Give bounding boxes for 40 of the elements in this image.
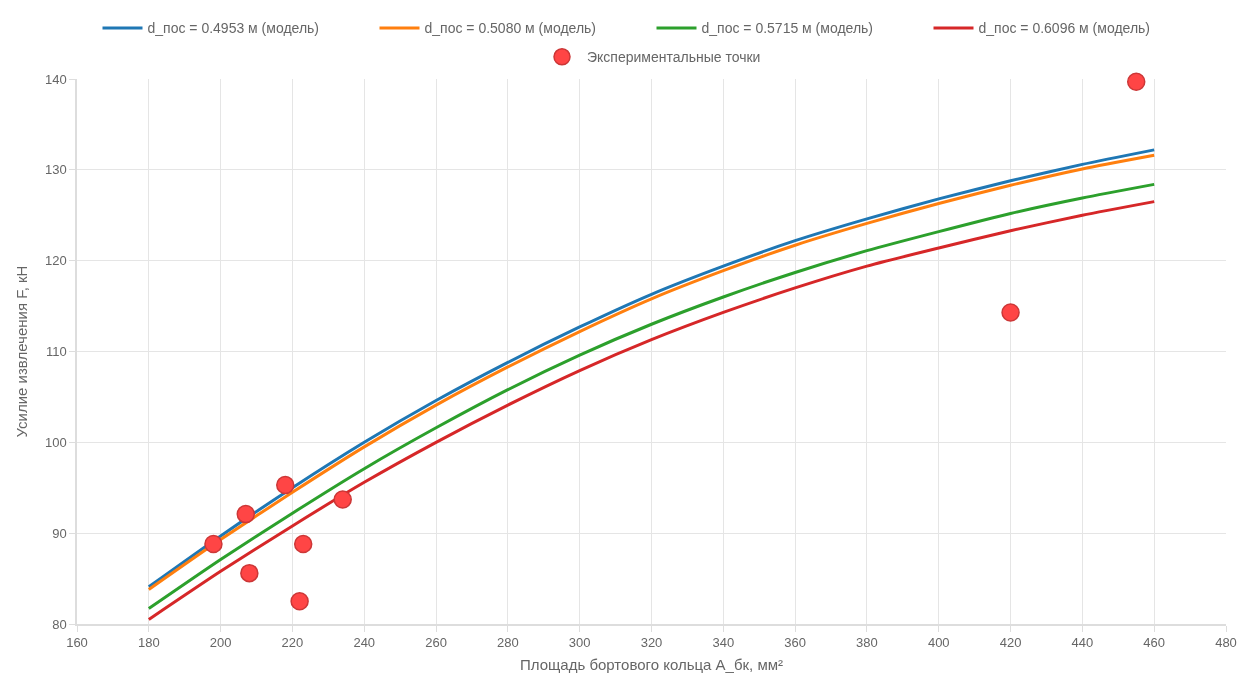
x-axis-title: Площадь бортового кольца A_бк, мм² bbox=[519, 655, 784, 673]
y-tick-label: 90 bbox=[52, 525, 67, 541]
x-tick-label: 160 bbox=[66, 635, 88, 651]
x-tick-label: 220 bbox=[281, 635, 304, 651]
x-tick-label: 360 bbox=[784, 635, 806, 651]
x-tick-label: 280 bbox=[497, 635, 519, 651]
legend-label: Экспериментальные точки bbox=[587, 49, 761, 66]
point bbox=[333, 490, 352, 509]
y-tick-label: 80 bbox=[52, 616, 67, 632]
point bbox=[1126, 72, 1146, 91]
y-tick-label: 110 bbox=[45, 344, 67, 360]
y-axis-title: Усилие извлечения F, кН bbox=[12, 265, 30, 438]
x-tick-label: 320 bbox=[640, 635, 663, 651]
legend-label: d_пос = 0.5715 м (модель) bbox=[701, 20, 873, 37]
x-tick-label: 180 bbox=[137, 635, 160, 651]
x-tick-label: 400 bbox=[927, 635, 950, 651]
x-tick-label: 340 bbox=[712, 635, 735, 651]
x-tick-label: 420 bbox=[999, 635, 1022, 651]
point bbox=[240, 563, 259, 583]
point bbox=[204, 534, 223, 554]
legend-label: d_пос = 0.4953 м (модель) bbox=[147, 20, 319, 37]
x-tick-label: 240 bbox=[353, 635, 376, 651]
point bbox=[293, 534, 313, 554]
x-tick-label: 460 bbox=[1143, 635, 1166, 651]
point bbox=[290, 592, 309, 611]
point bbox=[236, 504, 256, 524]
x-tick-label: 300 bbox=[568, 635, 591, 651]
y-tick-label: 140 bbox=[44, 71, 67, 87]
point bbox=[1001, 303, 1020, 322]
legend-label: d_пос = 0.5080 м (модель) bbox=[424, 20, 596, 37]
x-tick-label: 480 bbox=[1215, 635, 1237, 651]
x-tick-label: 380 bbox=[856, 635, 878, 651]
x-tick-label: 440 bbox=[1071, 635, 1094, 651]
point bbox=[276, 475, 295, 495]
y-tick-label: 120 bbox=[44, 253, 67, 269]
legend-label: d_пос = 0.6096 м (модель) bbox=[978, 20, 1150, 37]
y-tick-label: 100 bbox=[44, 434, 67, 450]
x-tick-label: 200 bbox=[209, 635, 232, 651]
x-tick-label: 260 bbox=[425, 635, 447, 651]
y-tick-label: 130 bbox=[44, 162, 67, 178]
